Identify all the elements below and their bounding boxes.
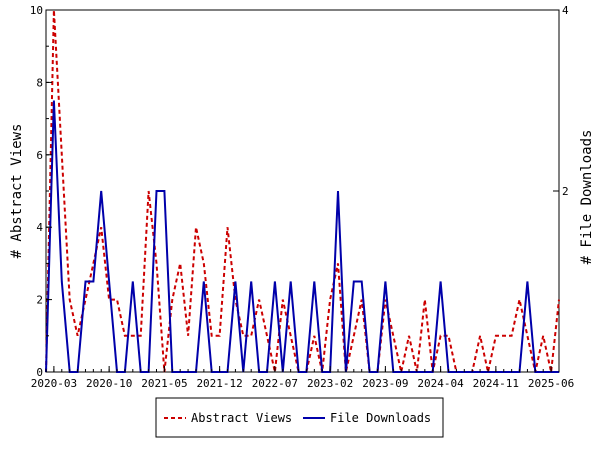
y-right-tick-label: 4	[562, 4, 569, 17]
legend-label-file-downloads: File Downloads	[330, 411, 431, 425]
x-tick-label: 2021-05	[141, 377, 187, 390]
y-left-tick-label: 2	[36, 294, 43, 307]
series-line-file-downloads	[45, 100, 559, 373]
series-line-abstract-views	[45, 9, 560, 373]
y-left-tick-label: 0	[36, 366, 43, 379]
y-axis-left-title: # Abstract Views	[9, 124, 25, 259]
legend-label-abstract-views: Abstract Views	[191, 411, 292, 425]
x-tick-label: 2023-02	[307, 377, 353, 390]
y-axis-left: 0 2 4 6 8 10	[30, 4, 52, 379]
plot-area-border	[45, 9, 560, 373]
legend-box	[155, 397, 444, 438]
series-layer	[45, 9, 560, 373]
x-tick-label: 2025-06	[528, 377, 574, 390]
y-left-tick-label: 8	[36, 76, 43, 89]
y-axis-right-title: # File Downloads	[579, 130, 595, 265]
x-tick-label: 2024-04	[417, 377, 464, 390]
legend: Abstract Views File Downloads	[155, 397, 444, 438]
x-tick-label: 2021-12	[196, 377, 242, 390]
y-left-tick-label: 6	[36, 149, 43, 162]
x-axis: 2020-03 2020-10 2021-05 2021-12 2022-07 2023-…	[31, 366, 574, 390]
x-tick-label: 2024-11	[473, 377, 519, 390]
x-tick-label: 2023-09	[362, 377, 408, 390]
x-tick-label: 2020-03	[31, 377, 77, 390]
x-tick-label: 2022-07	[252, 377, 298, 390]
x-tick-label: 2020-10	[86, 377, 132, 390]
plot-frame	[45, 9, 560, 373]
y-right-tick-label: 2	[562, 185, 569, 198]
y-axis-right: 24	[553, 4, 569, 198]
y-left-tick-label: 10	[30, 4, 43, 17]
y-left-tick-label: 4	[36, 221, 43, 234]
